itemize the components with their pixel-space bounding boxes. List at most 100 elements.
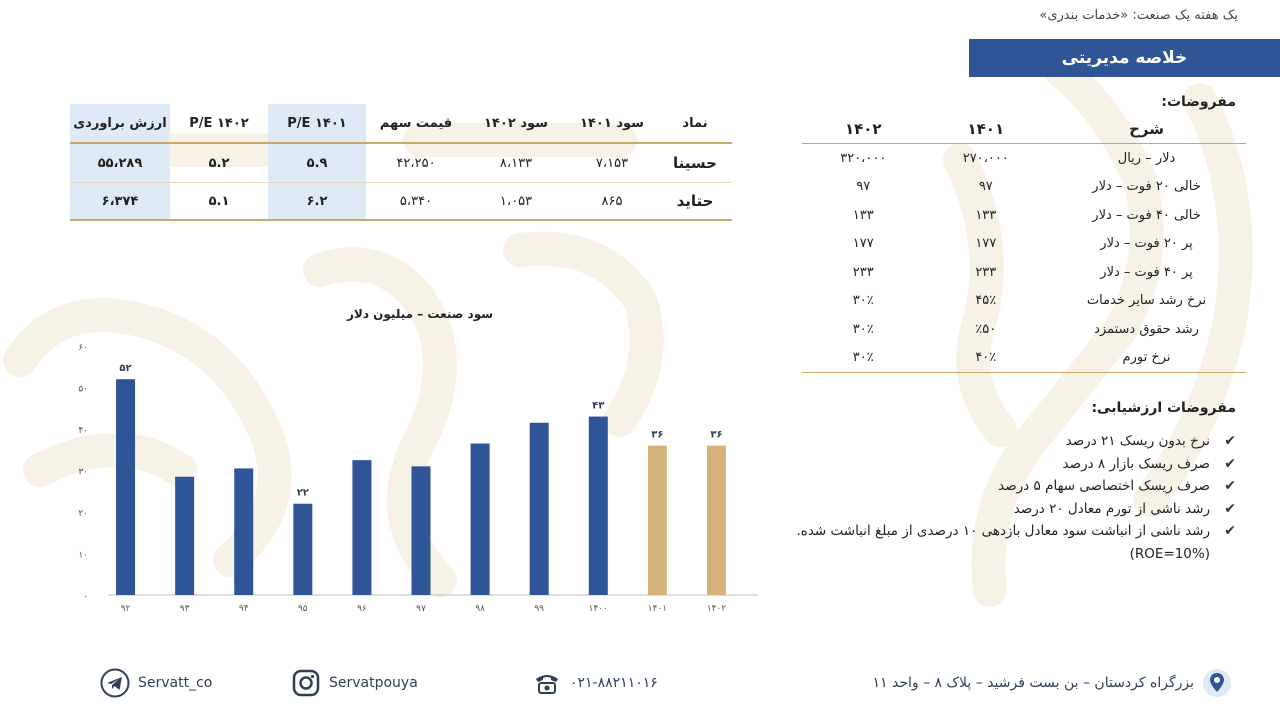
address-contact: بزرگراه کردستان – بن بست فرشید – پلاک ۸ … <box>872 668 1232 698</box>
phone-number: ۰۲۱-۸۸۲۱۱۰۱۶ <box>570 675 658 691</box>
y-tick-label: ۶۰ <box>78 343 88 353</box>
table-row: دلار – ریال ۲۷۰،۰۰۰ ۳۲۰،۰۰۰ <box>802 144 1246 173</box>
bar <box>647 445 667 595</box>
cell: ۵.۹ <box>268 143 366 183</box>
data-label: ۳۶ <box>651 430 663 441</box>
cell: حتاید <box>658 182 732 221</box>
cell: ۳۰٪ <box>852 293 874 309</box>
cell: ۹۷ <box>978 179 993 195</box>
x-tick-label: ۹۹ <box>534 604 544 614</box>
data-label: ۴۳ <box>592 401 604 412</box>
list-item-text: صرف ریسک بازار ۸ درصد <box>1062 455 1210 472</box>
cell: نرخ رشد سایر خدمات <box>1086 293 1207 309</box>
checkmark-icon: ✔ <box>1224 455 1236 472</box>
valuation-table: نماد سود ۱۴۰۱ سود ۱۴۰۲ قیمت سهم P/E ۱۴۰۱… <box>70 104 732 221</box>
col-1402: ۱۴۰۲ <box>802 114 925 144</box>
cell: خالی ۴۰ فوت – دلار <box>1092 207 1201 223</box>
x-tick-label: ۱۴۰۱ <box>648 604 667 614</box>
telegram-contact[interactable]: Servatt_co <box>100 668 212 698</box>
cell: ۴۵٪ <box>975 293 997 309</box>
checkmark-icon: ✔ <box>1224 500 1236 517</box>
bar <box>116 379 136 595</box>
cell: دلار – ریال <box>1117 150 1176 166</box>
x-tick-label: ۹۸ <box>475 604 485 614</box>
y-tick-label: ۱۰ <box>78 551 88 561</box>
table-row: خالی ۴۰ فوت – دلار ۱۳۳ ۱۳۳ <box>802 201 1246 230</box>
chart-title: سود صنعت – میلیون دلار <box>346 307 493 322</box>
list-item-text: رشد ناشی از انباشت سود معادل بازدهی ۱۰ د… <box>796 523 1210 562</box>
location-pin-icon <box>1203 669 1231 697</box>
cell: ۴۰٪ <box>924 343 1048 373</box>
x-tick-label: ۹۴ <box>239 604 249 614</box>
cell: ٪۵۰ <box>975 321 997 337</box>
cell: ۳۰٪ <box>852 321 874 337</box>
x-tick-label: ۹۶ <box>357 604 367 614</box>
bar <box>293 503 313 595</box>
x-tick-label: ۹۳ <box>180 604 190 614</box>
list-item-text: صرف ریسک اختصاصی سهام ۵ درصد <box>998 478 1210 494</box>
checkmark-icon: ✔ <box>1224 478 1236 494</box>
cell: ۱۷۷ <box>975 236 997 252</box>
cell: ۸،۱۳۳ <box>466 143 566 183</box>
cell: ۸۶۵ <box>566 182 658 221</box>
cell: ۱۳۳ <box>852 207 874 223</box>
x-tick-label: ۹۲ <box>121 604 131 614</box>
cell: ۹۷ <box>856 179 871 195</box>
bar <box>706 445 726 595</box>
valuation-assumptions-title: مفروضات ارزشیابی: <box>1091 400 1236 416</box>
cell: ۲۳۳ <box>975 264 997 280</box>
col-symbol: نماد <box>658 104 732 144</box>
y-tick-label: ۵۰ <box>78 385 88 395</box>
assumptions-table: شرح ۱۴۰۱ ۱۴۰۲ دلار – ریال ۲۷۰،۰۰۰ ۳۲۰،۰۰۰ خ… <box>802 114 1246 373</box>
col-profit-1402: سود ۱۴۰۲ <box>466 104 566 144</box>
telegram-handle: Servatt_co <box>138 675 213 691</box>
instagram-contact[interactable]: Servatpouya <box>291 668 418 698</box>
phone-icon <box>536 675 558 694</box>
data-label: ۲۲ <box>297 488 309 499</box>
x-tick-label: ۱۴۰۲ <box>707 604 727 614</box>
table-row: حسینا ۷،۱۵۳ ۸،۱۳۳ ۴۲،۲۵۰ ۵.۹ ۵.۲ ۵۵،۲۸۹ <box>70 143 732 183</box>
telegram-icon <box>100 668 130 698</box>
cell: ۶،۳۷۴ <box>70 182 170 221</box>
checkmark-icon: ✔ <box>1224 433 1236 449</box>
cell: ۱۳۳ <box>975 207 997 223</box>
bar <box>234 468 254 595</box>
list-item: ✔ رشد ناشی از تورم معادل ۲۰ درصد <box>758 498 1238 521</box>
phone-contact[interactable]: ۰۲۱-۸۸۲۱۱۰۱۶ <box>532 668 658 698</box>
cell: ۷،۱۵۳ <box>566 143 658 183</box>
list-item-text: رشد ناشی از تورم معادل ۲۰ درصد <box>1013 500 1210 517</box>
y-tick-label: ۲۰ <box>78 509 88 519</box>
checkmark-icon: ✔ <box>1224 523 1236 539</box>
cell: ۵.۱ <box>170 182 268 221</box>
valuation-assumptions-list: ✔ نرخ بدون ریسک ۲۱ درصد ✔ صرف ریسک بازار ۸ … <box>758 430 1238 565</box>
industry-profit-chart: سود صنعت – میلیون دلار ۰ ۱۰ ۲۰ ۳۰ ۴۰ ۵۰ ۶۰ ۵۲ ۹۲ ۹… <box>78 307 758 614</box>
cell: رشد حقوق دستمزد <box>1094 321 1199 337</box>
col-share-price: قیمت سهم <box>366 104 466 144</box>
assumptions-title: مفروضات: <box>1161 94 1236 110</box>
cell: حسینا <box>658 143 732 183</box>
cell: ۶.۲ <box>268 182 366 221</box>
table-row: حتاید ۸۶۵ ۱،۰۵۳ ۵،۳۴۰ ۶.۲ ۵.۱ ۶،۳۷۴ <box>70 182 732 221</box>
col-pe-1401: P/E ۱۴۰۱ <box>268 104 366 144</box>
list-item: ✔ صرف ریسک بازار ۸ درصد <box>758 453 1238 476</box>
table-row: پر ۴۰ فوت – دلار ۲۳۳ ۲۳۳ <box>802 258 1246 287</box>
instagram-handle: Servatpouya <box>329 675 418 691</box>
col-estimated-value: ارزش براوردی <box>70 104 170 144</box>
y-tick-label: ۳۰ <box>78 468 88 478</box>
col-pe-1402: P/E ۱۴۰۲ <box>170 104 268 144</box>
table-row: نرخ تورم ۴۰٪ ۳۰٪ <box>802 343 1246 373</box>
cell: پر ۲۰ فوت – دلار <box>1100 236 1193 252</box>
table-row: نرخ رشد سایر خدمات ۴۵٪ ۳۰٪ <box>802 287 1246 316</box>
address-text: بزرگراه کردستان – بن بست فرشید – پلاک ۸ … <box>872 675 1194 691</box>
cell: ۵۵،۲۸۹ <box>70 143 170 183</box>
cell: ۳۲۰،۰۰۰ <box>840 150 887 166</box>
cell: نرخ تورم <box>1047 343 1246 373</box>
x-tick-label: ۹۷ <box>416 604 426 614</box>
cell: خالی ۲۰ فوت – دلار <box>1092 179 1201 195</box>
data-label: ۵۲ <box>119 363 131 374</box>
cell: ۴۲،۲۵۰ <box>366 143 466 183</box>
bar <box>175 476 195 595</box>
table-row: رشد حقوق دستمزد ٪۵۰ ۳۰٪ <box>802 315 1246 344</box>
summary-banner-title: خلاصه مدیریتی <box>1061 48 1188 68</box>
list-item: ✔ صرف ریسک اختصاصی سهام ۵ درصد <box>758 475 1238 498</box>
